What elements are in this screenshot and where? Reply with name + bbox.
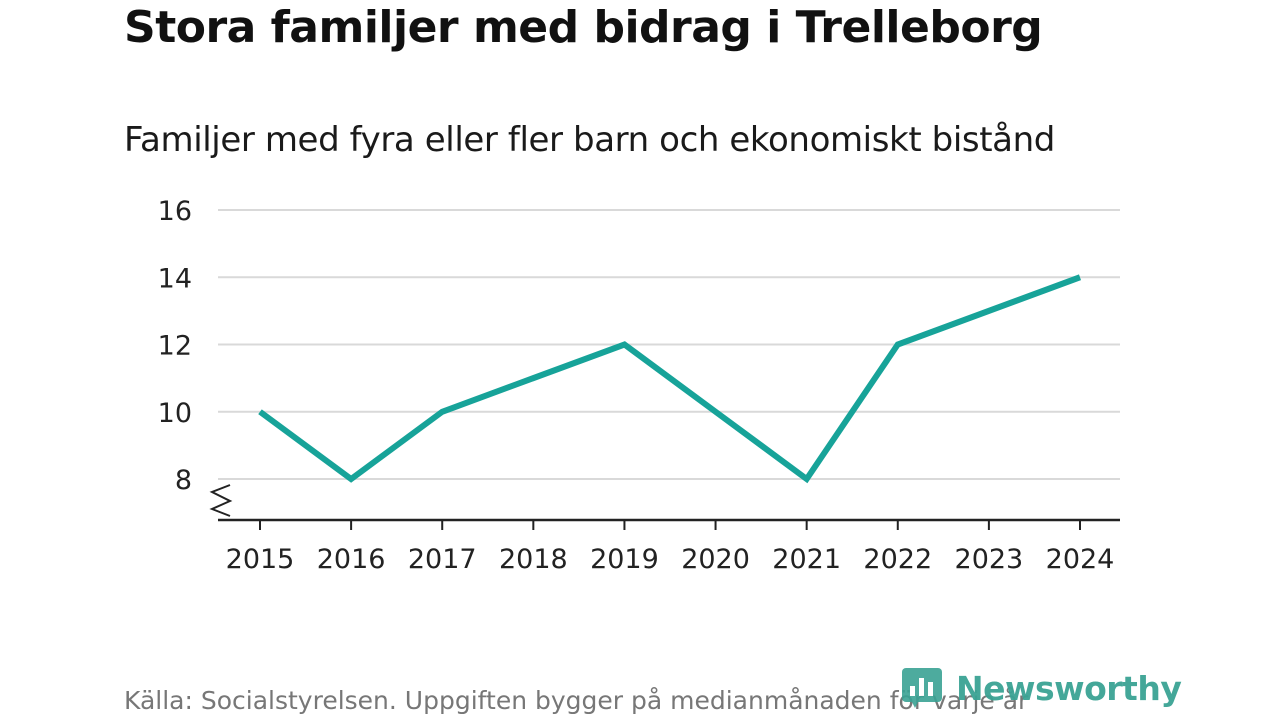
chart-title: Stora familjer med bidrag i Trelleborg — [124, 2, 1043, 53]
series-line-0 — [258, 274, 1082, 484]
x-tick-label-2018: 2018 — [499, 544, 568, 575]
newsworthy-logo: Newsworthy — [902, 668, 1182, 708]
x-axis-labels: 2015 2016 2017 2018 2019 2020 2021 2022 2023 2024 — [226, 544, 1115, 575]
x-tick-label-2016: 2016 — [317, 544, 386, 575]
chart-subtitle: Familjer med fyra eller fler barn och ek… — [124, 120, 1055, 160]
x-axis — [209, 484, 1120, 530]
x-tick-label-2020: 2020 — [681, 544, 750, 575]
source-note: Källa: Socialstyrelsen. Uppgiften bygger… — [124, 686, 1029, 715]
x-tick-label-2024: 2024 — [1046, 544, 1115, 575]
y-tick-label-16: 16 — [158, 196, 192, 227]
gridlines — [218, 209, 1120, 480]
y-tick-label-14: 14 — [158, 263, 192, 294]
x-tick-label-2015: 2015 — [226, 544, 295, 575]
x-tick-label-2019: 2019 — [590, 544, 659, 575]
x-tick-label-2023: 2023 — [955, 544, 1024, 575]
brand-name: Newsworthy — [956, 668, 1182, 708]
x-tick-label-2021: 2021 — [772, 544, 841, 575]
x-tick-label-2017: 2017 — [408, 544, 477, 575]
series — [258, 274, 1082, 484]
y-tick-label-12: 12 — [158, 331, 192, 362]
y-tick-label-10: 10 — [158, 398, 192, 429]
y-tick-label-8: 8 — [175, 465, 192, 496]
y-axis: 8 10 12 14 16 — [158, 196, 192, 496]
x-tick-label-2022: 2022 — [863, 544, 932, 575]
bar-chart-icon — [902, 668, 942, 708]
axis-break-mark — [209, 484, 233, 517]
